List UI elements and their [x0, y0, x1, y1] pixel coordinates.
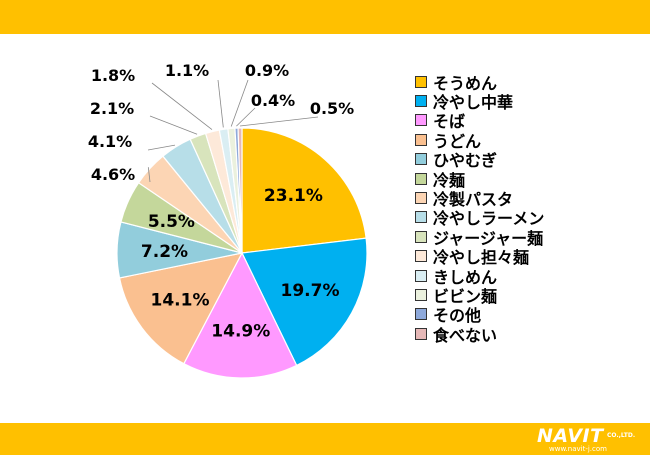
- leader-line-11: [217, 79, 224, 128]
- slice-label-8: 4.1%: [88, 132, 132, 151]
- slice-label-1: 23.1%: [264, 186, 323, 206]
- slice-label-7: 4.6%: [91, 165, 135, 184]
- legend-label: 冷やしラーメン: [433, 209, 545, 229]
- slice-label-2: 19.7%: [281, 281, 340, 301]
- legend-label: その他: [433, 306, 482, 326]
- legend-swatch: [415, 230, 427, 243]
- legend-swatch: [415, 114, 427, 127]
- legend-label: ジャージャー麺: [433, 228, 544, 248]
- leader-line-9: [149, 115, 198, 135]
- legend-item: そば: [415, 111, 615, 132]
- legend-label: 冷やし中華: [433, 93, 514, 113]
- leader-line-10: [151, 82, 213, 130]
- legend-item: きしめん: [415, 266, 615, 287]
- legend-item: うどん: [415, 130, 615, 151]
- leader-line-7: [147, 167, 151, 183]
- bottom-banner: [0, 423, 650, 455]
- slice-label-14: 0.5%: [310, 99, 354, 118]
- legend-item: ジャージャー麺: [415, 227, 615, 248]
- legend-swatch: [415, 211, 427, 224]
- legend-item: ひやむぎ: [415, 150, 615, 171]
- legend-swatch: [415, 153, 427, 166]
- legend-swatch: [415, 192, 427, 205]
- legend-swatch: [415, 250, 427, 263]
- top-banner: [0, 0, 650, 34]
- pie-slice-14: [237, 127, 243, 254]
- legend-swatch: [415, 288, 427, 301]
- legend-swatch: [415, 95, 427, 108]
- slice-label-5: 7.2%: [141, 242, 188, 262]
- slice-label-6: 5.5%: [148, 212, 195, 232]
- leader-line-13: [236, 107, 256, 127]
- legend-label: ひやむぎ: [433, 151, 498, 171]
- legend-label: きしめん: [433, 267, 498, 287]
- logo-company-suffix: CO.,LTD.: [607, 432, 636, 439]
- legend-label: 食べない: [433, 325, 498, 345]
- legend-swatch: [415, 308, 427, 321]
- legend-item: 冷やし担々麺: [415, 247, 615, 268]
- legend-swatch: [415, 75, 427, 88]
- pie-slice-2: [241, 237, 368, 367]
- slice-label-10: 1.8%: [91, 66, 135, 85]
- legend-item: 食べない: [415, 324, 615, 345]
- legend-swatch: [415, 133, 427, 146]
- legend-label: そうめん: [433, 73, 498, 93]
- legend-item: 冷やし中華: [415, 91, 615, 113]
- company-logo: NAVIT CO.,LTD. www.navit-j.com: [537, 424, 647, 454]
- legend-label: そば: [433, 112, 466, 132]
- legend-item: ビビン麺: [415, 285, 615, 306]
- slice-label-11: 1.1%: [165, 61, 209, 80]
- pie-slice-1: [241, 127, 367, 254]
- legend-item: その他: [415, 305, 615, 326]
- legend-label: うどん: [433, 131, 482, 151]
- slice-label-9: 2.1%: [90, 99, 134, 118]
- legend-item: 冷麺: [415, 169, 615, 190]
- slice-label-12: 0.9%: [245, 61, 289, 80]
- leader-line-14: [239, 116, 319, 127]
- chart-legend: そうめん 冷やし中華 そば うどん ひやむぎ 冷麺 冷製パスタ 冷やしラーメン ジャージャー麺冷…: [415, 72, 615, 345]
- legend-label: 冷やし担々麺: [433, 248, 530, 268]
- slice-label-13: 0.4%: [251, 91, 295, 110]
- logo-text: NAVIT: [537, 425, 604, 447]
- leader-line-12: [230, 79, 249, 127]
- legend-item: 冷製パスタ: [415, 188, 615, 210]
- legend-label: 冷製パスタ: [433, 190, 514, 210]
- legend-label: 冷麺: [433, 170, 466, 190]
- slice-label-4: 14.1%: [151, 291, 210, 311]
- logo-url: www.navit-j.com: [549, 445, 607, 453]
- legend-label: ビビン麺: [433, 287, 498, 306]
- slice-label-3: 14.9%: [211, 322, 270, 342]
- legend-swatch: [415, 269, 427, 282]
- legend-item: そうめん: [415, 72, 615, 93]
- legend-swatch: [415, 327, 427, 340]
- legend-item: 冷やしラーメン: [415, 208, 615, 229]
- pie-slice-4: [118, 252, 244, 365]
- pie-slice-3: [183, 251, 298, 379]
- leader-line-8: [147, 144, 176, 151]
- legend-swatch: [415, 172, 427, 185]
